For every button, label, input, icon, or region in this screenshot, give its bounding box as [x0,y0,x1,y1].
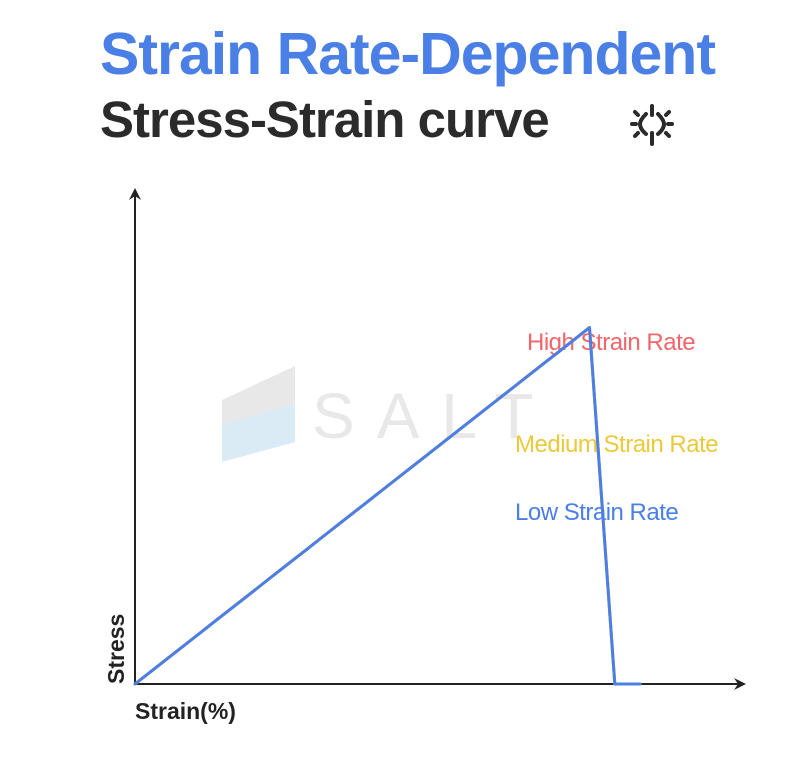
x-axis-title: Strain(%) [135,698,236,724]
salt-watermark: SALT [222,366,555,462]
series-layer: High Strain Rate Medium Strain Rate Low St… [133,326,719,686]
medium-strain-rate-label: Medium Strain Rate [515,431,718,458]
watermark-shape-bottom [222,404,295,462]
low-strain-rate-line [133,326,642,686]
watermark-text: SALT [312,380,555,452]
low-strain-rate-label: Low Strain Rate [515,499,678,526]
crosshair-burst-icon [630,104,674,146]
high-strain-rate-label: High Strain Rate [527,329,695,356]
title-line-2: Stress-Strain curve [100,91,550,148]
y-axis-title: Stress [103,614,129,684]
title-line-1: Strain Rate-Dependent [100,21,716,87]
